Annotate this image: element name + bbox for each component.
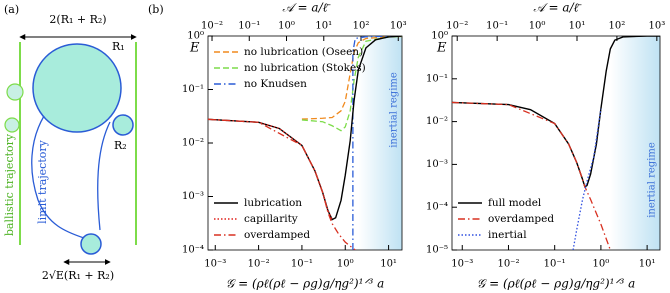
x2-tick-label: 10¹	[315, 21, 332, 32]
y-tick-label: 10⁻⁵	[426, 245, 448, 256]
x2-tick-label: 10⁻²	[201, 21, 223, 32]
regime-shade	[610, 36, 660, 250]
panel-label: (b)	[148, 3, 164, 16]
ballistic-label: ballistic trajectory	[3, 133, 16, 236]
legend-label: capillarity	[244, 213, 298, 225]
y-tick-label: 10⁻¹	[182, 84, 204, 95]
y-axis-label: E	[436, 41, 447, 56]
y-tick-label: 10⁻²	[182, 138, 204, 149]
regime-label: inertial regime	[389, 72, 400, 148]
x-axis-label: 𝒢 = (ρℓ(ρℓ − ρg)g/ηg²)¹ᐟ³ a	[477, 277, 636, 291]
chart: inertial regime 10⁻³ 10⁻² 10⁻¹ 10⁰ 10¹ 10⁻² 10⁻…	[426, 1, 665, 291]
y-axis-label: E	[189, 41, 200, 56]
x2-tick-label: 10²	[609, 21, 626, 32]
x2-tick-label: 10³	[648, 21, 665, 32]
y-tick-label: 10⁻¹	[426, 73, 448, 84]
large-drop	[32, 43, 122, 133]
x-tick-label: 10⁻³	[204, 259, 226, 270]
y-tick-label: 10⁻³	[426, 159, 448, 170]
r1-label: R₁	[112, 40, 125, 53]
legend-label: no lubrication (Oseen)	[244, 46, 363, 58]
regime-shade	[358, 36, 402, 250]
x2-tick-label: 10⁰	[529, 21, 546, 32]
series-line	[301, 36, 402, 120]
x-tick-label: 10⁰	[593, 259, 610, 270]
limit-trajectory	[31, 115, 111, 239]
y-tick-label: 10⁻⁴	[426, 202, 448, 213]
series-group	[208, 36, 402, 250]
x-tick-label: 10⁻³	[451, 259, 473, 270]
legend-label: inertial	[488, 229, 527, 241]
x2-tick-label: 10¹	[569, 21, 586, 32]
x2-axis-label: 𝒜 = a/ℓ̄	[282, 1, 330, 15]
panel-label: (a)	[4, 3, 19, 16]
y-tick-label: 10⁻²	[426, 116, 448, 127]
x2-tick-label: 10⁻¹	[486, 21, 508, 32]
series-line	[301, 36, 402, 132]
droplet	[80, 233, 102, 255]
x2-tick-label: 10³	[390, 21, 407, 32]
y-tick-label: 10⁰	[187, 31, 204, 42]
x-axis-label: 𝒢 = (ρℓ(ρℓ − ρg)g/ηg²)¹ᐟ³ a	[226, 277, 385, 291]
ballistic-droplet	[6, 83, 24, 101]
x-tick-label: 10⁰	[337, 259, 354, 270]
regime-label: inertial regime	[647, 142, 658, 218]
x-tick-label: 10⁻¹	[544, 259, 566, 270]
series-line	[572, 108, 602, 250]
legend-label: no Knudsen	[244, 78, 307, 90]
width-label: 2(R₁ + R₂)	[49, 13, 106, 26]
y-tick-label: 10⁻⁴	[182, 245, 204, 256]
x-tick-label: 10⁻¹	[291, 259, 313, 270]
diagram: (a) 2(R₁ + R₂) R₁ R₂ ballistic trajector…	[3, 3, 137, 282]
x-tick-label: 10¹	[639, 259, 656, 270]
x-tick-label: 10⁻²	[248, 259, 270, 270]
series-line	[452, 101, 611, 250]
legend-label: overdamped	[488, 213, 554, 225]
x-tick-label: 10⁻²	[497, 259, 519, 270]
x2-axis-label: 𝒜 = a/ℓ̄	[533, 1, 581, 15]
series-line	[208, 118, 356, 250]
plot-frame	[451, 35, 661, 251]
legend-label: overdamped	[244, 229, 310, 241]
legend-label: no lubrication (Stokes)	[244, 62, 366, 74]
y-tick-label: 10⁰	[431, 31, 448, 42]
bottom-label: 2√E(R₁ + R₂)	[42, 269, 114, 282]
series-group	[452, 36, 660, 250]
legend-label: full model	[488, 197, 542, 209]
x2-tick-label: 10²	[353, 21, 370, 32]
y-tick-label: 10⁻³	[182, 191, 204, 202]
chart: inertial regime 10⁻³ 10⁻² 10⁻¹ 10⁰ 10¹ 10⁻² 10⁻…	[148, 1, 407, 291]
x2-tick-label: 10⁰	[278, 21, 295, 32]
ballistic-droplet	[4, 117, 20, 133]
x2-tick-label: 10⁻²	[446, 21, 468, 32]
limit-label: limit trajectory	[36, 139, 49, 224]
x-tick-label: 10¹	[380, 259, 397, 270]
small-drop	[112, 114, 134, 136]
r2-label: R₂	[114, 139, 127, 152]
legend-label: lubrication	[244, 197, 302, 209]
x2-tick-label: 10⁻¹	[238, 21, 260, 32]
